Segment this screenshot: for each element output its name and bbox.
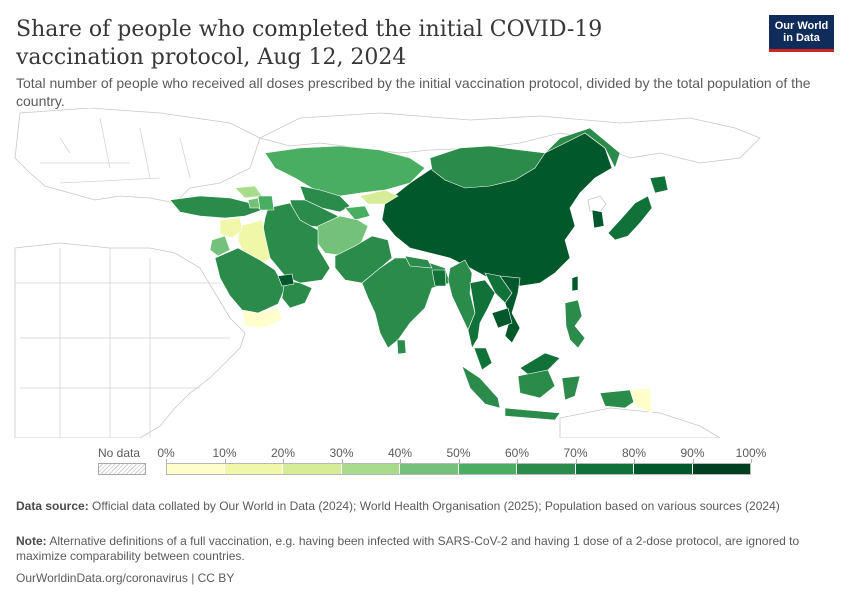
legend-tick-label: 70% xyxy=(563,446,588,460)
region-cambodia[interactable] xyxy=(491,307,513,329)
legend-tick-label: 40% xyxy=(387,446,413,460)
region-turkey[interactable] xyxy=(169,195,263,219)
license-text: | CC BY xyxy=(187,571,235,585)
chart-title: Share of people who completed the initia… xyxy=(16,17,603,70)
region-nepal[interactable] xyxy=(404,255,433,269)
legend-bin[interactable] xyxy=(400,463,459,475)
legend-bin[interactable] xyxy=(224,463,283,475)
legend-bin[interactable] xyxy=(341,463,400,475)
region-tajikistan[interactable] xyxy=(344,205,371,221)
africa-nodata xyxy=(14,242,246,438)
legend-tick-mark xyxy=(692,459,694,463)
russia-nodata xyxy=(258,112,761,164)
legend-tick-mark xyxy=(458,459,460,463)
legend-tick-mark xyxy=(517,459,518,463)
region-oman[interactable] xyxy=(281,279,313,309)
legend-tick-mark xyxy=(400,459,401,463)
legend-tick-label: 30% xyxy=(329,446,354,460)
legend-tick-mark xyxy=(575,459,577,463)
owid-logo[interactable]: Our World in Data xyxy=(769,15,834,52)
region-pakistan[interactable] xyxy=(334,235,393,284)
legend-bin[interactable] xyxy=(634,463,693,475)
source-text: Official data collated by Our World in D… xyxy=(88,499,780,513)
europe-nodata xyxy=(14,108,261,204)
chart-subtitle: Total number of people who received all … xyxy=(16,75,811,109)
region-yemen[interactable] xyxy=(241,307,283,329)
region-myanmar[interactable] xyxy=(447,259,476,331)
region-north-korea xyxy=(587,195,607,213)
region-papua-new-guinea[interactable] xyxy=(629,387,653,414)
region-mongolia[interactable] xyxy=(429,145,546,189)
legend-tick-label: 60% xyxy=(504,446,530,460)
legend-tick-mark xyxy=(751,459,752,463)
legend-bin[interactable] xyxy=(517,463,576,475)
legend-bin[interactable] xyxy=(458,463,517,475)
legend-bin[interactable] xyxy=(283,463,342,475)
legend-tick-mark xyxy=(283,459,284,463)
legend-tick-mark xyxy=(224,459,226,463)
region-thailand[interactable] xyxy=(467,279,496,349)
logo-line-1: Our World xyxy=(774,20,829,32)
legend-no-data-swatch[interactable] xyxy=(98,463,146,475)
region-india[interactable] xyxy=(361,257,451,349)
legend-tick-mark xyxy=(634,459,635,463)
region-saudi-arabia[interactable] xyxy=(214,247,286,314)
region-taiwan[interactable] xyxy=(571,275,579,292)
note-label: Note: xyxy=(16,534,47,548)
legend-tick-label: 10% xyxy=(212,446,237,460)
legend-tick-label: 20% xyxy=(270,446,296,460)
legend-tick-mark xyxy=(166,459,167,463)
legend-tick-label: 100% xyxy=(735,446,767,460)
legend-tick-label: 90% xyxy=(680,446,705,460)
region-russia-east[interactable] xyxy=(544,127,621,169)
choropleth-map[interactable] xyxy=(0,108,850,438)
region-azerbaijan[interactable] xyxy=(257,195,275,211)
legend-tick-mark xyxy=(341,459,343,463)
region-indonesia[interactable] xyxy=(461,365,641,421)
region-uae[interactable] xyxy=(277,273,295,287)
legend: No data 0% 10% 20% 30% 40% 50% 60% 70% 80% 90% 100… xyxy=(0,444,850,484)
region-south-korea[interactable] xyxy=(591,209,605,229)
footer: OurWorldinData.org/coronavirus | CC BY xyxy=(16,571,234,585)
region-syria[interactable] xyxy=(219,217,243,239)
region-vietnam[interactable] xyxy=(499,275,521,344)
region-philippines[interactable] xyxy=(564,299,586,349)
legend-no-data-label: No data xyxy=(98,446,141,460)
region-jordan[interactable] xyxy=(209,235,231,257)
no-data-land xyxy=(14,108,761,438)
legend-tick-label: 80% xyxy=(621,446,647,460)
logo-line-2: in Data xyxy=(783,32,820,44)
note-text: Alternative definitions of a full vaccin… xyxy=(16,534,800,563)
region-sri-lanka[interactable] xyxy=(396,339,407,355)
legend-tick-label: 0% xyxy=(157,446,175,460)
region-kazakhstan[interactable] xyxy=(264,145,426,197)
note: Note: Alternative definitions of a full … xyxy=(16,534,816,564)
source-label: Data source: xyxy=(16,499,89,513)
region-kyrgyzstan[interactable] xyxy=(359,189,399,205)
coronavirus-link[interactable]: OurWorldinData.org/coronavirus xyxy=(16,571,188,585)
region-bangladesh[interactable] xyxy=(431,269,447,287)
australia-nodata xyxy=(559,407,721,438)
legend-bin[interactable] xyxy=(166,463,225,475)
legend-tick-label: 50% xyxy=(446,446,471,460)
region-japan[interactable] xyxy=(607,175,669,241)
legend-bin[interactable] xyxy=(692,463,751,475)
data-source: Data source: Official data collated by O… xyxy=(16,499,816,514)
legend-bin[interactable] xyxy=(575,463,634,475)
